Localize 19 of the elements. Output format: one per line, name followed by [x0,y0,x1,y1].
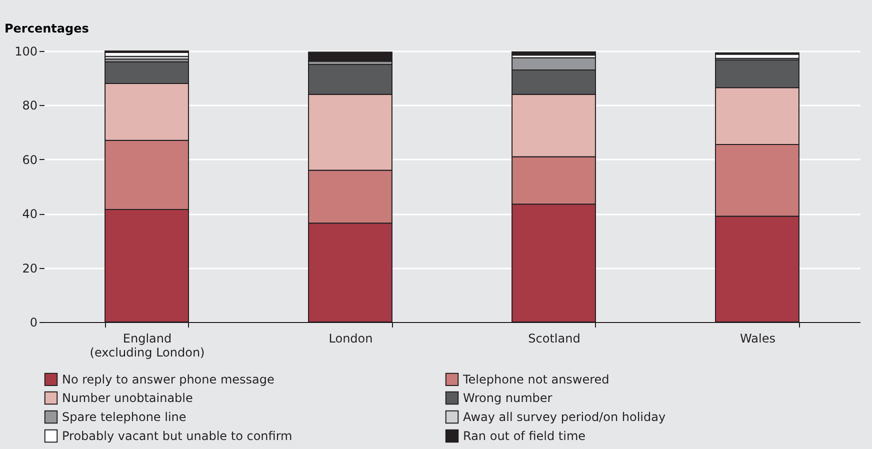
y-tick-label: 80 [22,98,38,113]
y-tick-label: 20 [22,261,38,276]
legend-label: Wrong number [463,391,552,405]
x-tick-label: Wales [740,332,776,346]
y-tick-label: 60 [22,152,38,167]
legend-label: Away all survey period/on holiday [463,410,666,424]
legend-label: Probably vacant but unable to confirm [62,429,292,443]
x-tick-label: London [328,332,373,346]
legend-label: Ran out of field time [463,429,586,443]
x-tick-label: Scotland [528,332,580,346]
x-tick-label: England (excluding London) [90,332,205,360]
y-tick-label: 0 [30,316,38,330]
legend-label: Spare telephone line [62,410,186,424]
y-tick-label: 100 [14,44,38,58]
legend-label: No reply to answer phone message [62,372,274,386]
legend-label: Number unobtainable [62,391,193,405]
y-axis-title: Percentages [4,22,89,36]
y-tick-label: 40 [22,207,38,222]
legend-label: Telephone not answered [462,372,610,386]
